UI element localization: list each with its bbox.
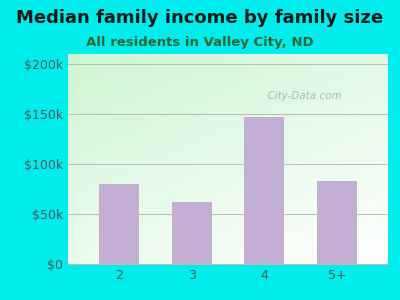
- Text: City-Data.com: City-Data.com: [261, 91, 342, 101]
- Bar: [99, 184, 139, 264]
- Bar: [317, 181, 357, 264]
- Text: All residents in Valley City, ND: All residents in Valley City, ND: [86, 36, 314, 49]
- Bar: [244, 117, 284, 264]
- Text: Median family income by family size: Median family income by family size: [16, 9, 384, 27]
- Bar: [172, 202, 212, 264]
